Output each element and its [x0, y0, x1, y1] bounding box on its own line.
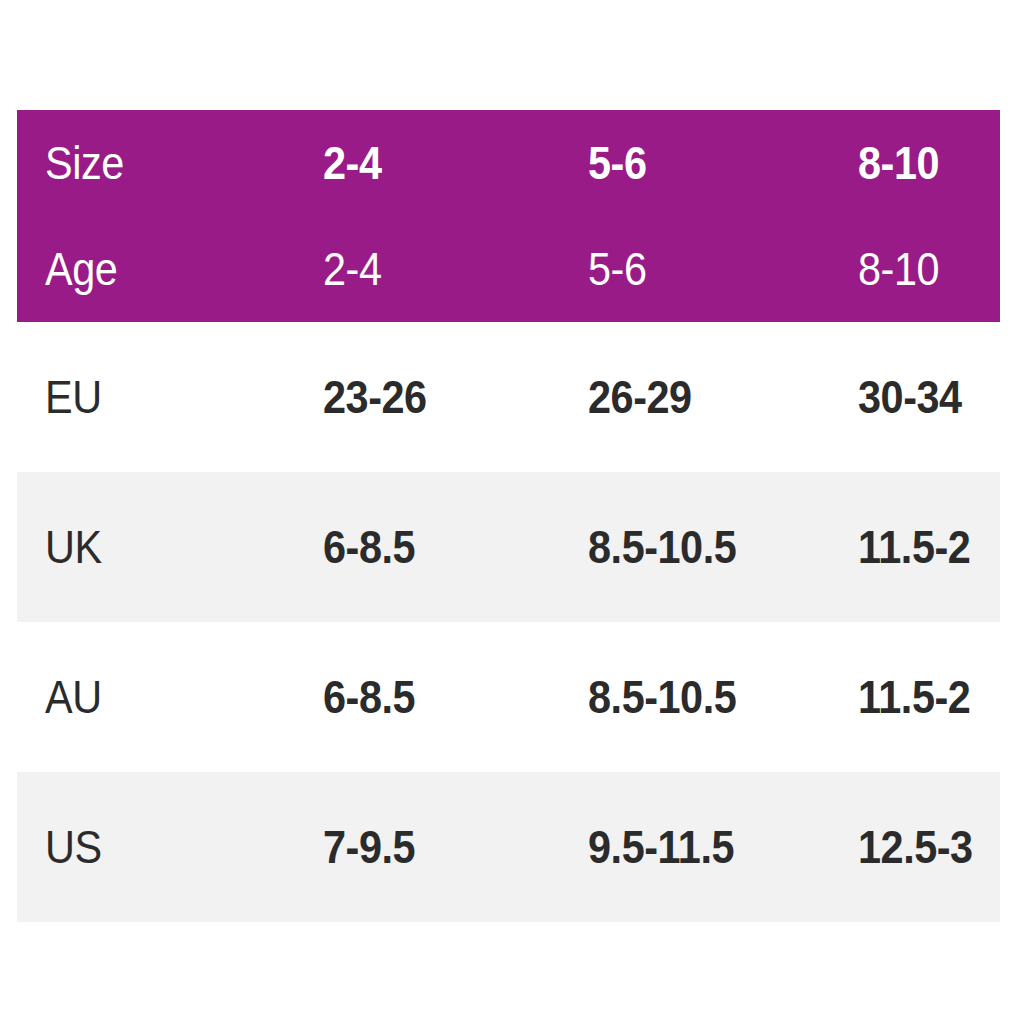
table-row-age: Age 2-4 5-6 8-10 — [17, 216, 1000, 322]
size-chart-header: Size 2-4 5-6 8-10 Age 2-4 5-6 8-10 — [17, 110, 1000, 322]
au-value-col1: 6-8.5 — [295, 674, 560, 720]
table-row-us: US 7-9.5 9.5-11.5 12.5-3 — [17, 772, 1000, 922]
row-label-au: AU — [17, 674, 295, 720]
au-value-col3: 11.5-2 — [830, 674, 1000, 720]
row-label-uk: UK — [17, 524, 295, 570]
size-conversion-table: Size 2-4 5-6 8-10 Age 2-4 5-6 8-10 EU 23… — [17, 110, 1000, 922]
us-value-col3: 12.5-3 — [830, 824, 1000, 870]
table-row-eu: EU 23-26 26-29 30-34 — [17, 322, 1000, 472]
eu-value-col3: 30-34 — [830, 374, 1000, 420]
size-chart-body: EU 23-26 26-29 30-34 UK 6-8.5 8.5-10.5 1… — [17, 322, 1000, 922]
table-row-au: AU 6-8.5 8.5-10.5 11.5-2 — [17, 622, 1000, 772]
eu-value-col1: 23-26 — [295, 374, 560, 420]
size-value-col2: 5-6 — [560, 140, 830, 186]
age-value-col2: 5-6 — [560, 246, 830, 292]
row-label-eu: EU — [17, 374, 295, 420]
eu-value-col2: 26-29 — [560, 374, 830, 420]
uk-value-col1: 6-8.5 — [295, 524, 560, 570]
table-row-size: Size 2-4 5-6 8-10 — [17, 110, 1000, 216]
size-value-col1: 2-4 — [295, 140, 560, 186]
us-value-col2: 9.5-11.5 — [560, 824, 830, 870]
us-value-col1: 7-9.5 — [295, 824, 560, 870]
uk-value-col2: 8.5-10.5 — [560, 524, 830, 570]
age-value-col3: 8-10 — [830, 246, 1000, 292]
age-value-col1: 2-4 — [295, 246, 560, 292]
row-label-us: US — [17, 824, 295, 870]
uk-value-col3: 11.5-2 — [830, 524, 1000, 570]
au-value-col2: 8.5-10.5 — [560, 674, 830, 720]
row-label-age: Age — [17, 246, 295, 292]
size-value-col3: 8-10 — [830, 140, 1000, 186]
row-label-size: Size — [17, 140, 295, 186]
table-row-uk: UK 6-8.5 8.5-10.5 11.5-2 — [17, 472, 1000, 622]
